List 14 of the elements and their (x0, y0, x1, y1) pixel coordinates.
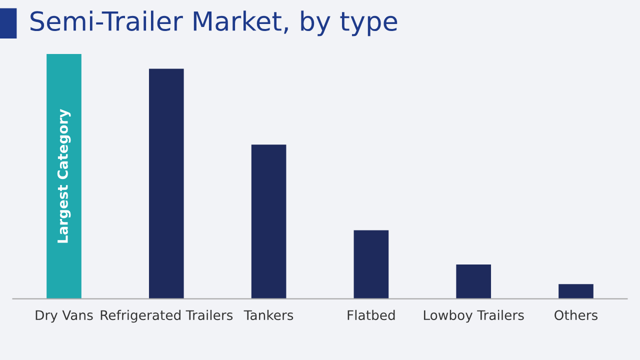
bar (46, 54, 82, 299)
bar (456, 264, 492, 299)
bar (354, 230, 389, 299)
x-tick-label: Lowboy Trailers (424, 310, 524, 323)
bar (251, 144, 286, 299)
bar (148, 68, 184, 299)
x-tick-label: Flatbed (348, 310, 395, 320)
x-tick-label: Dry Vans (36, 310, 93, 323)
annotation: Largest Category (57, 109, 71, 243)
chart-title: Semi-Trailer Market, by type (30, 10, 398, 36)
x-tick-label: Others (554, 310, 598, 320)
bar (558, 284, 594, 299)
x-tick-label: Tankers (244, 310, 294, 320)
x-tick-label: Refrigerated Trailers (100, 310, 233, 323)
